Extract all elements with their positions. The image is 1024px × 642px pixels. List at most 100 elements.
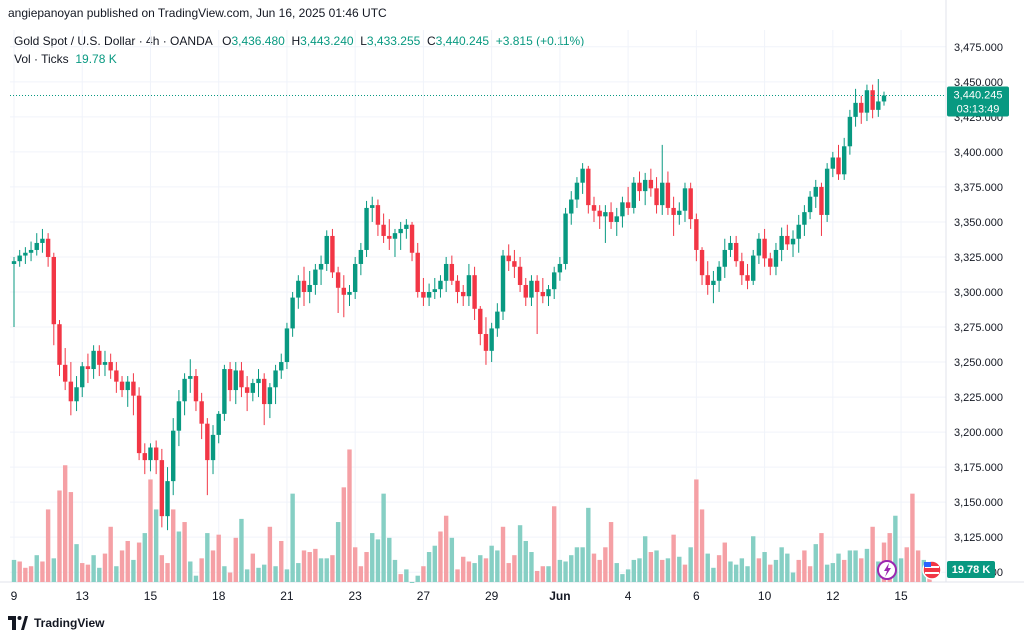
- candle-body: [426, 291, 432, 298]
- candle-body: [608, 212, 614, 222]
- candle-body: [807, 196, 813, 213]
- candle-body: [261, 378, 267, 405]
- volume-bar: [859, 558, 864, 582]
- volume-bar: [489, 545, 494, 582]
- candle-body: [569, 199, 574, 214]
- lightning-bolt-icon: [884, 563, 891, 577]
- volume-bar: [563, 561, 568, 582]
- volume-bar: [773, 559, 779, 582]
- volume-bar: [335, 522, 341, 582]
- volume-bar: [893, 515, 898, 582]
- open-value: 3,436.480: [231, 34, 285, 48]
- candle-body: [853, 102, 858, 117]
- candle-body: [97, 350, 102, 365]
- volume-bar: [904, 547, 909, 582]
- candle-body: [546, 289, 551, 297]
- candle-body: [165, 481, 170, 517]
- candle-body: [534, 280, 540, 292]
- symbol-label[interactable]: Gold Spot / U.S. Dollar · 4h · OANDA: [14, 34, 213, 48]
- volume-bar: [551, 506, 557, 582]
- candle-body: [551, 272, 557, 290]
- candle-body: [176, 401, 182, 431]
- volume-bar: [580, 547, 585, 582]
- y-tick-label: 3,475.000: [954, 42, 1003, 54]
- candle-body: [17, 255, 22, 262]
- x-tick-label: 13: [76, 589, 90, 603]
- candle-body: [108, 362, 113, 371]
- volume-bar: [148, 479, 153, 582]
- volume-bar: [660, 559, 665, 582]
- x-tick-label: 10: [758, 589, 772, 603]
- candle-body: [745, 275, 750, 281]
- volume-bar: [153, 509, 159, 582]
- volume-bar: [677, 556, 682, 582]
- volume-bar: [426, 552, 432, 582]
- candle-body: [45, 238, 51, 257]
- volume-bar: [534, 570, 540, 582]
- volume-bar: [716, 555, 722, 582]
- candle-body: [301, 280, 307, 292]
- volume-bar: [188, 561, 193, 582]
- flag-canton: [924, 562, 931, 567]
- high-value: 3,443.240: [300, 34, 354, 48]
- volume-bar: [597, 559, 602, 582]
- volume-bar: [222, 566, 227, 582]
- candle-body: [557, 263, 563, 273]
- candle-body: [478, 308, 483, 335]
- ohlc-row: Gold Spot / U.S. Dollar · 4h · OANDA O3,…: [14, 32, 584, 50]
- candle-body: [756, 238, 762, 256]
- volume-bar: [728, 561, 733, 582]
- candle-body: [785, 235, 790, 245]
- volume-bar: [347, 449, 352, 582]
- volume-bar: [665, 558, 671, 582]
- y-tick-label: 3,200.000: [954, 427, 1003, 439]
- candle-body: [836, 157, 841, 175]
- candle-body: [455, 280, 460, 292]
- volume-bar: [455, 569, 460, 582]
- volume-bar: [620, 574, 625, 582]
- y-tick-label: 3,375.000: [954, 182, 1003, 194]
- candle-body: [352, 263, 358, 292]
- y-tick-label: 3,150.000: [954, 497, 1003, 509]
- volume-bar: [688, 547, 693, 582]
- volume-bar: [387, 537, 392, 582]
- footer-brand[interactable]: TradingView: [8, 616, 104, 630]
- volume-bar: [813, 544, 818, 582]
- volume-bar: [546, 566, 551, 582]
- candle-body: [91, 350, 96, 370]
- volume-badge: [947, 561, 995, 578]
- volume-bar: [136, 542, 142, 582]
- candle-body: [375, 205, 381, 225]
- y-tick-label: 3,400.000: [954, 147, 1003, 159]
- volume-bar: [557, 559, 563, 582]
- volume-bar: [887, 533, 892, 582]
- candle-body: [574, 182, 580, 200]
- volume-bar: [85, 564, 91, 582]
- candle-body: [233, 370, 238, 391]
- volume-bar: [159, 555, 165, 582]
- candle-body: [625, 202, 631, 208]
- candle-body: [318, 263, 324, 270]
- volume-bar: [171, 509, 176, 582]
- volume-bar: [216, 534, 221, 582]
- candle-body: [443, 263, 449, 281]
- volume-bar: [739, 558, 745, 582]
- candle-body: [768, 258, 773, 267]
- candle-body: [694, 219, 699, 250]
- candle-body: [870, 90, 875, 110]
- candle-body: [711, 280, 716, 285]
- volume-bar: [614, 563, 619, 582]
- volume-label[interactable]: Vol · Ticks: [14, 52, 69, 66]
- candle-body: [239, 370, 244, 388]
- volume-bar: [17, 561, 22, 582]
- price-badge-value: 3,440.245: [954, 90, 1003, 102]
- candle-body: [358, 249, 364, 264]
- volume-bar: [466, 561, 472, 582]
- candle-body: [244, 387, 250, 393]
- candle-body: [614, 216, 619, 222]
- candle-body: [529, 280, 534, 298]
- volume-bar: [267, 526, 273, 582]
- candle-body: [250, 383, 256, 393]
- volume-bar: [830, 563, 836, 582]
